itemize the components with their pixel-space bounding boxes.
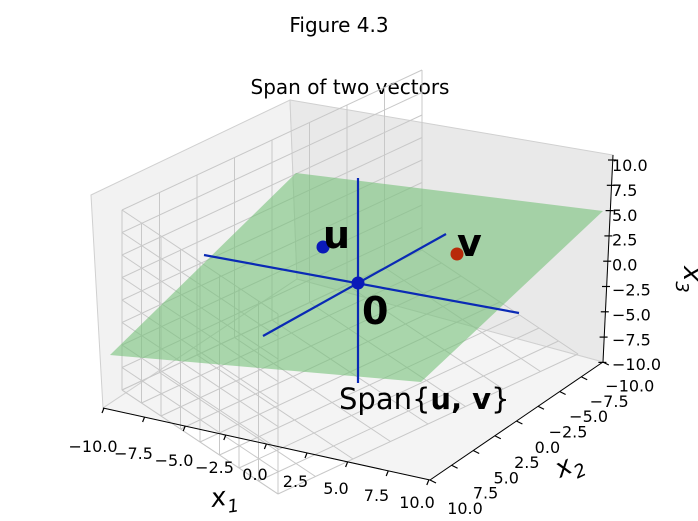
vector-points	[316, 240, 464, 290]
grid-back-z-6	[121, 114, 423, 256]
z-tick-label-6: 5.0	[612, 206, 637, 225]
y-tick-label-1: −7.5	[590, 392, 629, 411]
z-tick-label-1: −7.5	[612, 330, 651, 349]
figure-suptitle: Figure 4.3	[289, 13, 388, 37]
z-tick-label-0: −10.0	[612, 355, 661, 374]
x-tick-mark-4	[263, 443, 267, 450]
x-tick-label-8: 10.0	[399, 493, 435, 512]
x-tick-mark-8	[426, 479, 430, 486]
label-u: u	[323, 213, 350, 257]
label-v: v	[457, 221, 482, 265]
x-tick-mark-6	[345, 461, 349, 468]
z-tick-label-3: −2.5	[612, 281, 651, 300]
point-u	[316, 240, 330, 254]
y-tick-mark-2	[559, 390, 566, 396]
x-axis-spine	[102, 407, 431, 481]
point-v	[450, 247, 464, 261]
y-tick-mark-3	[537, 405, 545, 410]
y-tick-mark-8	[429, 479, 437, 484]
y-tick-label-5: 2.5	[514, 453, 539, 472]
x-tick-label-0: −10.0	[68, 437, 117, 456]
x-tick-mark-3	[223, 434, 227, 441]
tick-labels: −10.0−7.5 −5.0 −2.5 0.0 2.5 5.0 7.5 10.0−10.0−7…	[68, 154, 661, 518]
y-tick-label-3: −2.5	[549, 423, 588, 442]
span-label: Span{u, v}	[339, 382, 510, 416]
x-tick-label-6: 5.0	[323, 479, 348, 498]
x-tick-mark-0	[101, 407, 105, 414]
label-origin: 0	[362, 289, 388, 333]
grid-back-z-8	[121, 69, 423, 211]
y-tick-label-6: 5.0	[493, 468, 518, 487]
x-tick-mark-7	[385, 470, 389, 477]
x-tick-mark-5	[304, 452, 308, 459]
y-tick-label-7: 7.5	[473, 484, 498, 503]
x-tick-label-3: −2.5	[195, 458, 234, 477]
y-tick-mark-1	[580, 376, 588, 381]
z-tick-label-8: 10.0	[612, 156, 648, 175]
z-axis-label: x3	[671, 265, 698, 293]
z-tick-label-7: 7.5	[612, 181, 637, 200]
x-axis-label: x1	[208, 480, 241, 520]
y-tick-label-0: −10.0	[605, 377, 654, 396]
x-tick-mark-1	[142, 416, 146, 423]
z-tick-label-4: 0.0	[612, 256, 637, 275]
z-axis-spine	[602, 154, 614, 363]
x-tick-label-7: 7.5	[364, 486, 389, 505]
y-tick-mark-5	[494, 435, 502, 440]
x-tick-label-4: 0.0	[242, 465, 267, 484]
point-origin	[351, 276, 365, 290]
x-tick-label-5: 2.5	[283, 472, 308, 491]
x-tick-mark-2	[182, 425, 186, 432]
z-tick-label-5: 2.5	[612, 231, 637, 250]
y-tick-mark-6	[472, 449, 480, 455]
grid-back-z-7	[121, 92, 423, 233]
x-tick-label-1: −7.5	[114, 444, 153, 463]
y-tick-label-2: −5.0	[569, 407, 608, 426]
y-tick-label-8: 10.0	[447, 499, 483, 518]
x-tick-label-2: −5.0	[155, 451, 194, 470]
y-tick-label-4: 0.0	[535, 438, 560, 457]
z-tick-label-2: −5.0	[612, 305, 651, 324]
chart-title: Span of two vectors	[251, 75, 450, 99]
point-labels: u v 0	[323, 213, 482, 333]
y-tick-mark-7	[451, 464, 458, 469]
y-tick-mark-4	[516, 420, 523, 425]
